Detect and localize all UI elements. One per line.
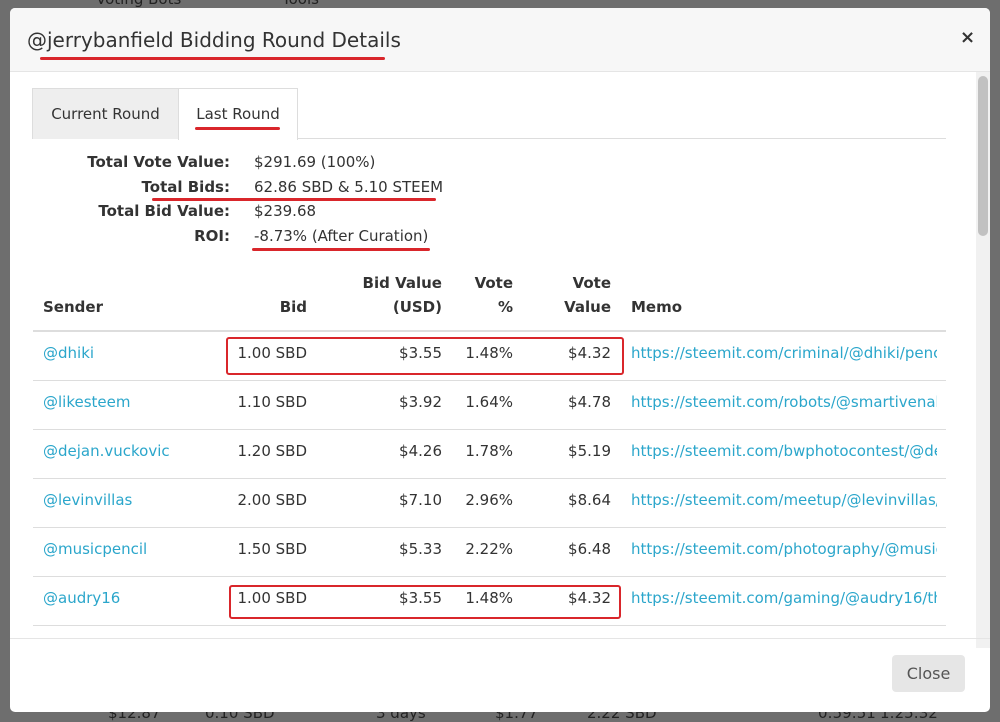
row-line [33,625,946,626]
table-cell: $4.32 [568,344,611,362]
sender-link[interactable]: @levinvillas [43,491,133,509]
table-cell: $4.78 [568,393,611,411]
column-header: Sender [43,298,103,316]
sender-link[interactable]: @musicpencil [43,540,148,558]
table-cell: $5.19 [568,442,611,460]
table-cell: 2.96% [465,491,513,509]
table-cell: $7.10 [399,491,442,509]
table-cell: $4.26 [399,442,442,460]
close-button[interactable]: Close [892,655,965,692]
sender-link[interactable]: @dhiki [43,344,95,362]
table-cell: 1.78% [465,442,513,460]
summary-label: Total Bid Value: [98,202,230,221]
column-header: Vote [572,274,611,292]
table-cell: 1.50 SBD [237,540,307,558]
row-line [33,576,946,577]
table-cell: $3.55 [399,589,442,607]
table-cell: 1.48% [465,589,513,607]
table-cell: $6.48 [568,540,611,558]
memo-link[interactable]: https://steemit.com/robots/@smartivenab [631,393,937,411]
summary-value: $239.68 [254,202,317,221]
tab[interactable]: Current Round [32,88,179,139]
column-header: Bid Value [362,274,442,292]
scrollbar-thumb [978,76,988,236]
table-cell: 1.20 SBD [237,442,307,460]
nav-item: Voting Bots [96,0,181,8]
header-line [33,330,946,332]
summary-label: ROI: [194,227,230,246]
summary-value: -8.73% (After Curation) [254,227,429,246]
column-header: Memo [631,298,683,316]
table-cell: $5.33 [399,540,442,558]
annotation-underline [40,57,385,60]
column-header: Value [564,298,611,316]
memo-link[interactable]: https://steemit.com/criminal/@dhiki/penc [631,344,937,362]
summary-value: $291.69 (100%) [254,153,376,171]
sender-link[interactable]: @audry16 [43,589,121,607]
column-header: Vote [474,274,513,292]
table-cell: $4.32 [568,589,611,607]
summary-label: Total Vote Value: [87,153,230,171]
modal-header: @jerrybanfield Bidding Round Details × [10,8,990,72]
summary-label: Total Bids: [141,177,230,196]
modal-title: @jerrybanfield Bidding Round Details [27,28,401,52]
tab-border [32,138,946,139]
table-cell: 2.22% [465,540,513,558]
row-line [33,429,946,430]
annotation-box [229,585,621,619]
column-header: Bid [279,298,307,316]
memo-link[interactable]: https://steemit.com/gaming/@audry16/th [631,589,937,607]
sender-link[interactable]: @dejan.vuckovic [43,442,170,460]
nav-item: Tools [282,0,319,8]
column-header: % [497,298,513,316]
summary-value: 62.86 SBD & 5.10 STEEM [254,177,444,196]
column-header: (USD) [392,298,442,316]
footer-border [10,638,990,639]
table-cell: 1.00 SBD [237,589,307,607]
annotation-underline [195,127,280,130]
memo-link[interactable]: https://steemit.com/photography/@music [631,540,937,558]
row-line [33,478,946,479]
memo-link[interactable]: https://steemit.com/bwphotocontest/@de [631,442,937,460]
table-cell: 1.00 SBD [237,344,307,362]
sender-link[interactable]: @likesteem [43,393,131,411]
close-icon[interactable]: × [960,27,976,48]
modal: @jerrybanfield Bidding Round Details × C… [10,8,990,712]
table-cell: 2.00 SBD [237,491,307,509]
annotation-underline [152,198,436,201]
table-cell: $3.92 [399,393,442,411]
annotation-underline [252,248,430,251]
row-line [33,527,946,528]
table-cell: $3.55 [399,344,442,362]
table-cell: 1.10 SBD [237,393,307,411]
table-cell: 1.64% [465,393,513,411]
tab-active[interactable]: Last Round [178,88,298,140]
row-line [33,380,946,381]
table-cell: $8.64 [568,491,611,509]
table-cell: 1.48% [465,344,513,362]
annotation-box [226,337,624,375]
memo-link[interactable]: https://steemit.com/meetup/@levinvillas/ [631,491,937,509]
